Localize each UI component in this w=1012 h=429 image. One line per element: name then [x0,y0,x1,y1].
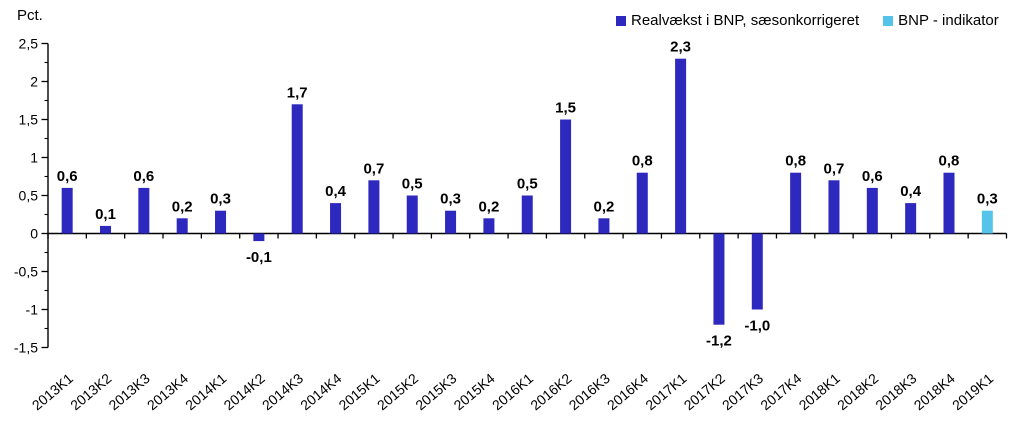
legend: Realvækst i BNP, sæsonkorrigeret BNP - i… [616,12,999,29]
x-tick-label-2016K4: 2016K4 [604,370,651,413]
bar-2018K3 [905,203,917,234]
x-tick-label-2016K2: 2016K2 [527,370,574,413]
x-tick-label-2014K2: 2014K2 [221,370,268,413]
legend-item-realvaekst-bnp: Realvækst i BNP, sæsonkorrigeret [616,12,859,29]
legend-label-bnp-indikator: BNP - indikator [898,12,999,29]
value-label-2017K1: 2,3 [670,39,691,56]
x-tick-label-2014K4: 2014K4 [297,370,344,413]
value-label-2015K4: 0,2 [478,198,499,215]
value-label-2017K3: -1,0 [744,318,770,335]
y-tick-label--1: -1 [26,302,39,318]
x-tick-label-2013K4: 2013K4 [144,370,191,413]
bar-2016K2 [560,119,572,234]
x-tick-label-2013K2: 2013K2 [67,370,114,413]
x-tick-label-2015K1: 2015K1 [336,370,383,413]
x-tick-label-2015K2: 2015K2 [374,370,421,413]
legend-swatch-bnp-indikator-icon [883,15,894,26]
bar-2013K1 [61,187,73,234]
value-label-2016K2: 1,5 [555,100,576,117]
legend-item-bnp-indikator: BNP - indikator [883,12,999,29]
bar-2018K2 [866,187,878,234]
value-label-2014K2: -0,1 [246,249,272,266]
bar-2017K4 [790,172,802,234]
bar-2014K2 [253,233,265,242]
bar-2014K4 [330,203,342,234]
value-label-2017K4: 0,8 [785,153,806,170]
y-tick-label-2: 2 [30,74,38,90]
value-label-2015K2: 0,5 [402,176,423,193]
value-label-2017K2: -1,2 [706,333,732,350]
value-label-2013K1: 0,6 [57,168,78,185]
x-tick-label-2015K3: 2015K3 [412,370,459,413]
x-tick-label-2017K1: 2017K1 [642,370,689,413]
value-label-2013K4: 0,2 [172,198,193,215]
value-label-2014K3: 1,7 [287,84,308,101]
bar-2018K4 [943,172,955,234]
bar-2019K1 [981,210,993,234]
y-tick-label-1,5: 1,5 [19,112,39,128]
x-tick-label-2018K2: 2018K2 [834,370,881,413]
x-tick-label-2013K3: 2013K3 [106,370,153,413]
value-label-2018K1: 0,7 [824,160,845,177]
bar-2016K1 [521,195,533,234]
bar-2016K3 [598,218,610,234]
bar-2015K4 [483,218,495,234]
value-label-2016K1: 0,5 [517,176,538,193]
value-label-2018K2: 0,6 [862,168,883,185]
x-tick-label-2016K3: 2016K3 [566,370,613,413]
x-tick-label-2016K1: 2016K1 [489,370,536,413]
y-axis-unit-label: Pct. [17,7,43,24]
bar-2013K3 [138,187,150,234]
legend-label-realvaekst-bnp: Realvækst i BNP, sæsonkorrigeret [631,12,860,29]
value-label-2014K4: 0,4 [325,183,347,200]
bar-2016K4 [636,172,648,234]
bar-2015K3 [445,210,457,234]
bar-2013K4 [176,218,188,234]
x-tick-label-2018K4: 2018K4 [911,370,958,413]
y-tick-label-1: 1 [30,150,38,166]
bar-2017K2 [713,233,725,325]
x-tick-label-2017K3: 2017K3 [719,370,766,413]
x-tick-label-2018K3: 2018K3 [872,370,919,413]
y-tick-label-0,5: 0,5 [19,188,39,204]
value-label-2016K3: 0,2 [594,198,615,215]
bar-2015K1 [368,180,380,234]
value-label-2013K2: 0,1 [95,206,116,223]
y-tick-label-0: 0 [30,226,38,242]
x-tick-label-2017K2: 2017K2 [681,370,728,413]
value-label-2018K3: 0,4 [900,183,922,200]
x-tick-label-2017K4: 2017K4 [757,370,804,413]
x-tick-label-2014K3: 2014K3 [259,370,306,413]
value-label-2013K3: 0,6 [133,168,154,185]
x-tick-label-2014K1: 2014K1 [182,370,229,413]
y-tick-label--0,5: -0,5 [14,264,38,280]
x-tick-label-2013K1: 2013K1 [29,370,76,413]
value-label-2015K1: 0,7 [363,160,384,177]
value-label-2019K1: 0,3 [977,191,998,208]
bar-2018K1 [828,180,840,234]
x-tick-label-2015K4: 2015K4 [451,370,498,413]
bar-2015K2 [406,195,418,234]
bar-2014K1 [215,210,227,234]
value-label-2018K4: 0,8 [939,153,960,170]
y-tick-label--1,5: -1,5 [14,340,38,356]
y-tick-label-2,5: 2,5 [19,36,39,52]
bar-2017K1 [675,58,687,234]
bar-2017K3 [751,233,763,310]
legend-swatch-realvaekst-icon [616,15,626,26]
x-tick-label-2018K1: 2018K1 [796,370,843,413]
value-label-2015K3: 0,3 [440,191,461,208]
value-label-2014K1: 0,3 [210,191,231,208]
x-tick-label-2019K1: 2019K1 [949,370,996,413]
bar-2014K3 [291,104,303,234]
value-label-2016K4: 0,8 [632,153,653,170]
bar-2013K2 [100,225,112,234]
